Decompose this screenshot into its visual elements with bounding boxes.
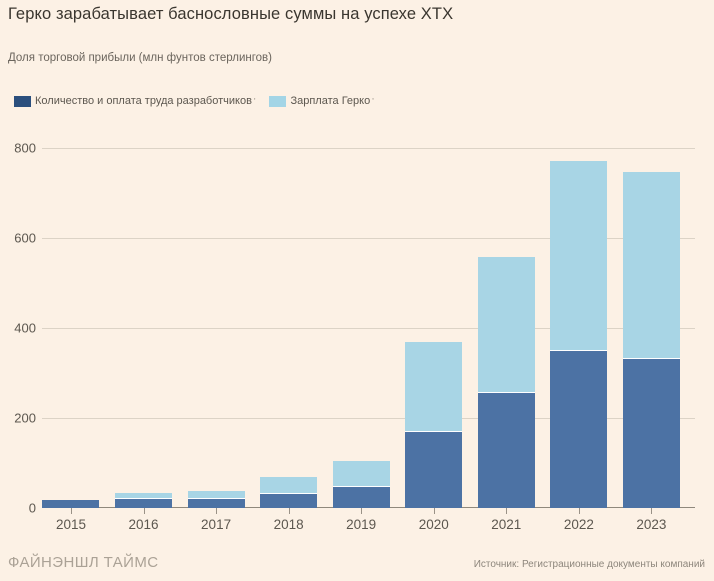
brand-wordmark: ФАЙНЭНШЛ ТАЙМС: [8, 554, 159, 571]
x-tick: [70, 508, 72, 514]
y-tick-label-800: 800: [14, 140, 36, 156]
segment-developers: [332, 487, 390, 508]
y-tick-label-200: 200: [14, 410, 36, 426]
bar-2017: [187, 491, 245, 508]
legend-swatch-light: [269, 95, 287, 107]
segment-divider: [477, 392, 535, 393]
segment-divider: [550, 350, 608, 351]
segment-divider: [187, 498, 245, 499]
footnote-mark: ': [372, 96, 374, 106]
bar-2016: [115, 493, 173, 508]
x-tick-label-2015: 2015: [55, 517, 86, 532]
chart-title: Герко зарабатывает баснословные суммы на…: [8, 5, 454, 23]
segment-gerko-salary: [187, 491, 245, 498]
x-tick: [216, 508, 218, 514]
segment-gerko-salary: [115, 493, 173, 498]
x-tick-label-2017: 2017: [201, 517, 232, 532]
segment-divider: [260, 493, 318, 494]
x-tick-label-2021: 2021: [491, 517, 522, 532]
bar-2015: [42, 500, 100, 508]
x-tick-label-2018: 2018: [273, 517, 304, 532]
segment-developers: [115, 499, 173, 508]
chart-subtitle: Доля торговой прибыли (млн фунтов стерли…: [8, 52, 272, 64]
x-tick: [433, 508, 435, 514]
segment-divider: [332, 486, 390, 487]
y-tick-label-400: 400: [14, 320, 36, 336]
legend-item-developers: Количество и оплата труда разработчиков ': [14, 95, 255, 107]
segment-gerko-salary: [405, 342, 463, 431]
gridline-200: [42, 418, 695, 419]
bar-2019: [332, 461, 390, 508]
gridline-800: [42, 148, 695, 149]
x-tick: [506, 508, 508, 514]
segment-developers: [260, 494, 318, 508]
segment-developers: [622, 359, 680, 508]
bar-2018: [260, 477, 318, 508]
x-tick: [143, 508, 145, 514]
x-tick-label-2022: 2022: [563, 517, 594, 532]
footnote-mark: ': [253, 96, 256, 106]
segment-divider: [405, 431, 463, 432]
bar-2021: [477, 257, 535, 508]
y-tick-label-0: 0: [28, 500, 36, 516]
segment-gerko-salary: [550, 161, 608, 350]
x-tick: [578, 508, 580, 514]
segment-gerko-salary: [332, 461, 390, 486]
bar-2023: [622, 172, 680, 508]
x-tick-label-2019: 2019: [346, 517, 377, 532]
segment-developers: [550, 351, 608, 508]
legend-label: Зарплата Герко: [290, 95, 371, 107]
legend-item-gerko-salary: Зарплата Герко ': [269, 95, 374, 107]
legend-swatch-dark: [14, 95, 31, 107]
segment-gerko-salary: [622, 172, 680, 358]
bar-2020: [405, 342, 463, 508]
x-tick-label-2020: 2020: [418, 517, 449, 532]
chart-legend: Количество и оплата труда разработчиков '…: [14, 95, 388, 107]
y-tick-label-600: 600: [14, 230, 36, 246]
plot-area: 0 200 400 600 800 2015 2016 2017 2018 2019 2020 202…: [14, 141, 695, 532]
gridline-600: [42, 238, 695, 239]
x-tick-label-2023: 2023: [636, 517, 667, 532]
segment-developers: [477, 393, 535, 508]
segment-developers: [42, 500, 100, 508]
segment-gerko-salary: [260, 477, 318, 493]
x-tick: [361, 508, 363, 514]
segment-developers: [405, 432, 463, 508]
bar-2022: [550, 161, 608, 508]
legend-label: Количество и оплата труда разработчиков: [35, 95, 252, 107]
segment-developers: [187, 499, 245, 508]
x-tick: [288, 508, 290, 514]
segment-gerko-salary: [477, 257, 535, 392]
segment-divider: [115, 498, 173, 499]
gridline-400: [42, 328, 695, 329]
x-tick: [651, 508, 653, 514]
x-tick-label-2016: 2016: [128, 517, 159, 532]
source-note: Источник: Регистрационные документы комп…: [473, 559, 705, 570]
segment-divider: [622, 358, 680, 359]
